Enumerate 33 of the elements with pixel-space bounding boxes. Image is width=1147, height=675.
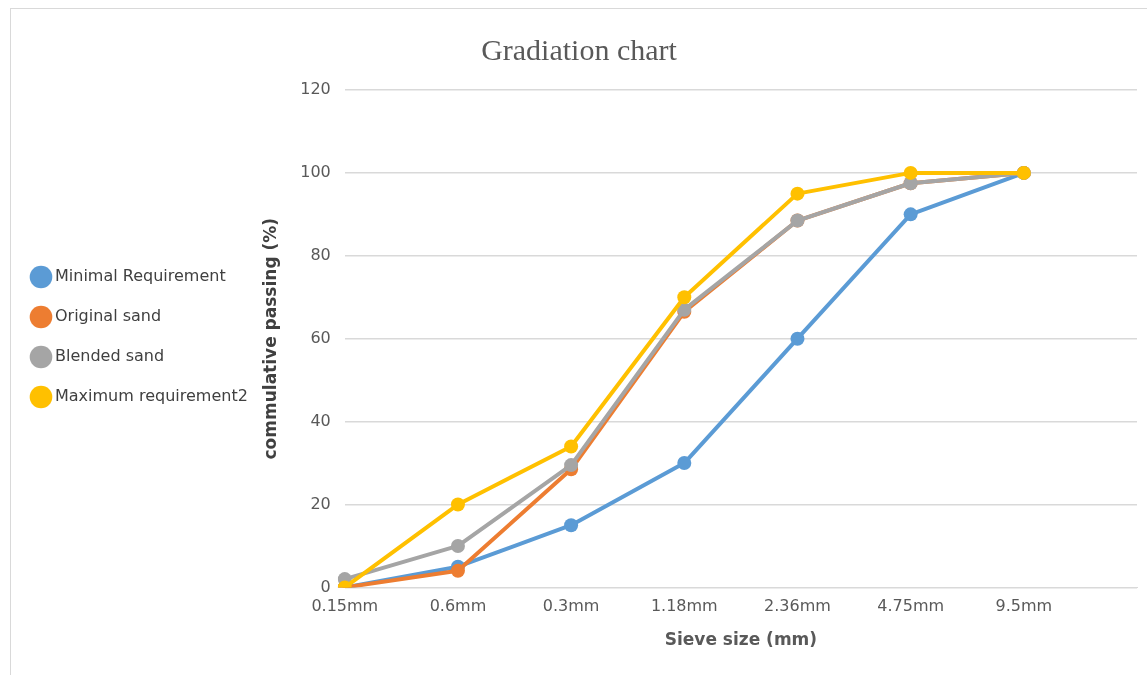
point [677, 456, 692, 471]
legend-label: Original sand [55, 306, 162, 326]
x-tick-label: 0.6mm [429, 596, 487, 616]
x-tick-label: 4.75mm [877, 596, 945, 616]
point [790, 186, 805, 201]
chart-title: Gradiation chart [481, 32, 678, 66]
point [903, 207, 918, 222]
x-tick-label: 0.15mm [311, 596, 379, 616]
y-axis-title: commulative passing (%) [260, 217, 281, 460]
y-tick-label: 0 [320, 576, 331, 596]
legend-label: Blended sand [55, 346, 165, 366]
legend-label: Maximum requirement2 [55, 386, 248, 406]
point [450, 563, 465, 578]
y-tick-label: 80 [310, 244, 331, 264]
x-tick-label: 2.36mm [764, 596, 831, 616]
point [450, 497, 465, 512]
point [564, 458, 579, 473]
point [903, 165, 918, 180]
point [677, 290, 692, 305]
y-tick-label: 60 [310, 327, 331, 347]
point [564, 518, 579, 533]
point [450, 538, 465, 553]
x-tick-label: 0.3mm [542, 596, 600, 616]
point [790, 331, 805, 346]
x-axis-title: Sieve size (mm) [664, 629, 818, 650]
x-tick-label: 9.5mm [995, 596, 1053, 616]
y-tick-label: 100 [300, 162, 331, 182]
point [564, 439, 579, 454]
y-tick-label: 120 [300, 79, 331, 99]
x-tick-label: 1.18mm [650, 596, 718, 616]
y-tick-label: 20 [310, 493, 331, 513]
legend-label: Minimal Requirement [55, 266, 226, 286]
y-tick-label: 40 [310, 410, 331, 430]
